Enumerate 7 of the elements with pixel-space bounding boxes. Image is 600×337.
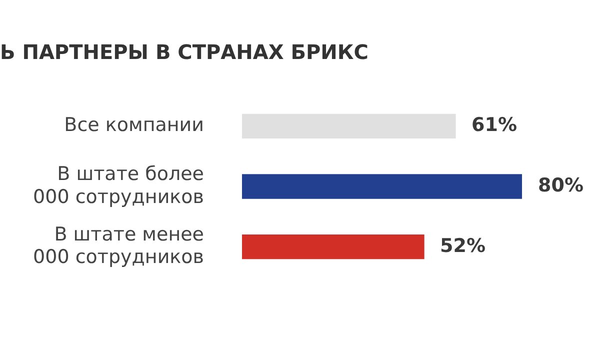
y-tick-label: В штате более 000 сотрудников bbox=[33, 163, 204, 208]
chart-title: Ь ПАРТНЕРЫ В СТРАНАХ БРИКС bbox=[0, 40, 368, 64]
data-label: 61% bbox=[472, 114, 517, 136]
data-label: 52% bbox=[440, 234, 486, 257]
y-tick-label: Все компании bbox=[64, 114, 204, 136]
y-tick-label: В штате менее 000 сотрудников bbox=[33, 223, 204, 268]
data-label: 80% bbox=[538, 174, 584, 196]
